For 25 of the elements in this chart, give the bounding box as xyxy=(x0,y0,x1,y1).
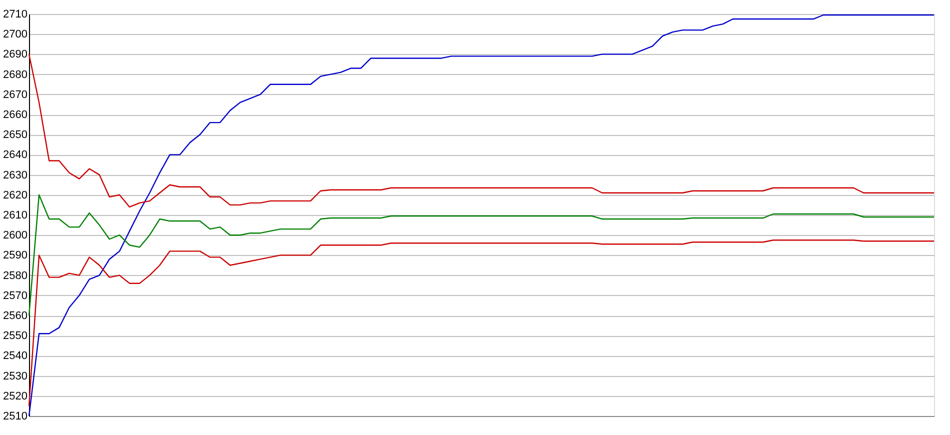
y-tick-label: 2690 xyxy=(3,48,28,61)
y-tick-label: 2650 xyxy=(3,129,28,142)
line-series xyxy=(28,14,935,417)
line-series xyxy=(28,194,935,316)
y-tick-label: 2670 xyxy=(3,88,28,101)
y-tick-label: 2580 xyxy=(3,270,28,282)
y-tick-label: 2590 xyxy=(3,250,28,262)
y-tick-label: 2560 xyxy=(3,310,28,322)
y-tick-label: 2680 xyxy=(3,68,28,81)
y-tick-label: 2540 xyxy=(3,350,28,362)
y-tick-label: 2710 xyxy=(3,8,28,20)
y-tick-label: 2610 xyxy=(3,210,28,222)
line-series xyxy=(28,54,935,208)
y-tick-label: 2530 xyxy=(3,370,28,382)
y-tick-label: 2510 xyxy=(3,410,28,422)
line-series xyxy=(28,240,935,407)
y-tick-label: 2600 xyxy=(3,230,28,242)
y-tick-label: 2620 xyxy=(3,189,28,202)
y-tick-label: 2630 xyxy=(3,169,28,182)
y-tick-label: 2640 xyxy=(3,149,28,162)
y-tick-label: 2570 xyxy=(3,290,28,302)
y-tick-label: 2700 xyxy=(3,28,28,41)
y-tick-label: 2660 xyxy=(3,109,28,121)
y-tick-label: 2520 xyxy=(3,390,28,402)
y-tick-label: 2550 xyxy=(3,330,28,342)
